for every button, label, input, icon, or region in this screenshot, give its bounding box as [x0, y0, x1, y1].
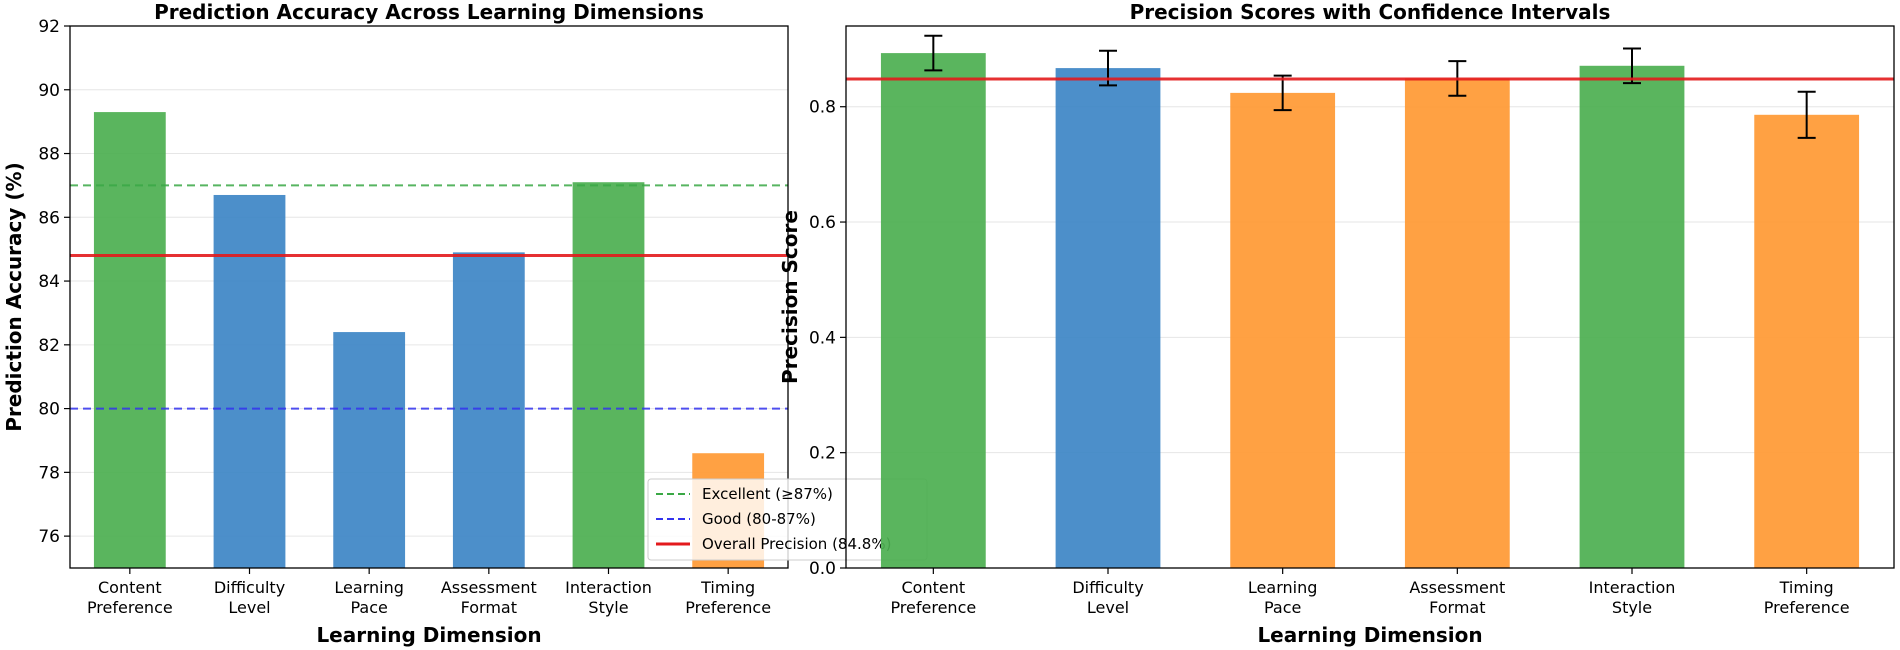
left-chart-bar-0: [93, 112, 166, 569]
right-chart-bar-4: [1579, 65, 1685, 569]
legend: Excellent (≥87%) Good (80-87%) Overall Pre…: [647, 478, 928, 561]
left-chart-ytick-label: 86: [38, 208, 60, 228]
left-chart-bar-2: [333, 332, 406, 568]
left-chart-xtick-label: Preference: [685, 598, 771, 617]
right-chart-ytick-label: 0.0: [809, 559, 836, 579]
right-chart-bar-5: [1754, 114, 1860, 568]
left-chart-bar-4: [572, 182, 645, 569]
left-chart-xtick-label: Format: [461, 598, 517, 617]
right-chart-xtick-label: Timing: [1779, 578, 1834, 597]
left-chart-xtick-label: Content: [98, 578, 162, 597]
left-chart-xtick-label: Style: [588, 598, 628, 617]
left-chart-xlabel: Learning Dimension: [316, 623, 541, 647]
right-chart-title: Precision Scores with Confidence Interva…: [1130, 0, 1611, 24]
legend-label-0: Excellent (≥87%): [702, 485, 833, 503]
legend-label-1: Good (80-87%): [702, 510, 816, 528]
left-chart-bar-3: [452, 252, 525, 569]
left-chart-title: Prediction Accuracy Across Learning Dime…: [154, 0, 704, 24]
right-chart-xtick-label: Interaction: [1589, 578, 1676, 597]
left-chart-ytick-label: 90: [38, 81, 60, 101]
right-chart-xtick-label: Style: [1612, 598, 1652, 617]
right-chart-xtick-label: Learning: [1248, 578, 1317, 597]
right-chart-xtick-label: Preference: [890, 598, 976, 617]
legend-label-2: Overall Precision (84.8%): [702, 535, 891, 553]
right-chart-bar-1: [1055, 68, 1161, 568]
left-chart-xtick-label: Assessment: [441, 578, 537, 597]
left-chart-xtick-label: Pace: [350, 598, 387, 617]
right-chart-ytick-label: 0.4: [809, 328, 836, 348]
left-chart-xtick-label: Timing: [700, 578, 755, 597]
left-chart-xtick-label: Learning: [334, 578, 403, 597]
right-chart-ytick-label: 0.8: [809, 98, 836, 118]
left-chart-ytick-label: 76: [38, 527, 60, 547]
right-chart-ytick-label: 0.6: [809, 213, 836, 233]
right-chart-xtick-label: Assessment: [1409, 578, 1505, 597]
left-chart-ytick-label: 78: [38, 463, 60, 483]
left-chart-xtick-label: Difficulty: [214, 578, 285, 597]
left-chart-ytick-label: 92: [38, 17, 60, 37]
right-chart-ytick-label: 0.2: [809, 444, 836, 464]
left-chart-frame: [69, 25, 789, 569]
right-chart-frame: [845, 25, 1895, 569]
right-chart-bar-0: [880, 53, 986, 569]
right-chart-xtick-label: Level: [1087, 598, 1129, 617]
right-chart-xtick-label: Pace: [1264, 598, 1301, 617]
left-chart-ytick-label: 80: [38, 400, 60, 420]
right-chart-xlabel: Learning Dimension: [1257, 623, 1482, 647]
left-chart-ytick-label: 84: [38, 272, 60, 292]
right-chart-xtick-label: Preference: [1764, 598, 1850, 617]
left-chart-xtick-label: Interaction: [565, 578, 652, 597]
left-chart: 767880828486889092ContentPreferenceDiffi…: [2, 0, 928, 647]
right-chart-xtick-label: Content: [902, 578, 966, 597]
left-chart-bar-1: [213, 194, 286, 568]
left-chart-xtick-label: Preference: [87, 598, 173, 617]
right-chart-bar-2: [1230, 92, 1336, 569]
left-chart-ytick-label: 88: [38, 145, 60, 165]
right-chart-ylabel: Precision Score: [778, 210, 802, 384]
left-chart-ylabel: Prediction Accuracy (%): [2, 162, 26, 431]
right-chart-bar-3: [1404, 78, 1510, 568]
right-chart-xtick-label: Difficulty: [1072, 578, 1143, 597]
right-chart-xtick-label: Format: [1429, 598, 1485, 617]
left-chart-xtick-label: Level: [228, 598, 270, 617]
right-chart: 0.00.20.40.60.8ContentPreferenceDifficul…: [778, 0, 1895, 647]
left-chart-ytick-label: 82: [38, 336, 60, 356]
